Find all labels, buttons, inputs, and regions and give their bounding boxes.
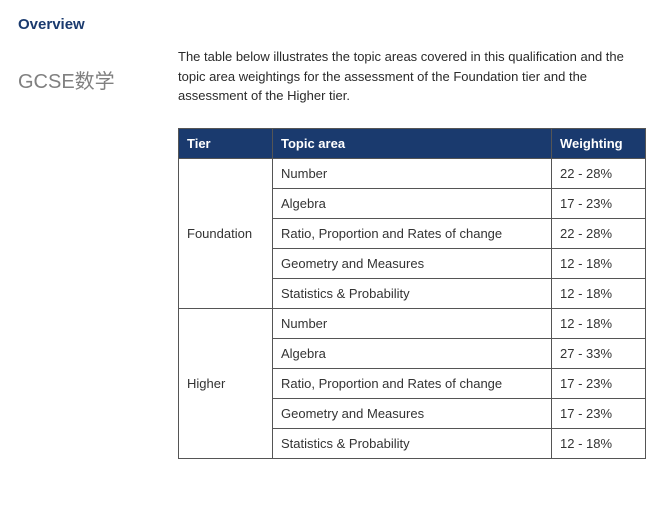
table-body: Foundation Number 22 - 28% Algebra 17 - … bbox=[179, 158, 646, 458]
tier-cell: Foundation bbox=[179, 158, 273, 308]
content-row: GCSE数学 The table below illustrates the t… bbox=[18, 47, 646, 459]
weight-cell: 22 - 28% bbox=[552, 158, 646, 188]
weight-cell: 17 - 23% bbox=[552, 398, 646, 428]
weight-cell: 12 - 18% bbox=[552, 428, 646, 458]
col-topic-header: Topic area bbox=[273, 128, 552, 158]
topic-cell: Ratio, Proportion and Rates of change bbox=[273, 218, 552, 248]
weight-cell: 27 - 33% bbox=[552, 338, 646, 368]
topic-cell: Algebra bbox=[273, 338, 552, 368]
col-tier-header: Tier bbox=[179, 128, 273, 158]
col-weight-header: Weighting bbox=[552, 128, 646, 158]
table-header-row: Tier Topic area Weighting bbox=[179, 128, 646, 158]
tier-cell: Higher bbox=[179, 308, 273, 458]
topic-cell: Statistics & Probability bbox=[273, 428, 552, 458]
weight-cell: 17 - 23% bbox=[552, 368, 646, 398]
weight-cell: 12 - 18% bbox=[552, 308, 646, 338]
topic-cell: Number bbox=[273, 308, 552, 338]
side-label: GCSE数学 bbox=[18, 47, 178, 94]
table-row: Foundation Number 22 - 28% bbox=[179, 158, 646, 188]
weighting-table: Tier Topic area Weighting Foundation Num… bbox=[178, 128, 646, 459]
topic-cell: Statistics & Probability bbox=[273, 278, 552, 308]
topic-cell: Number bbox=[273, 158, 552, 188]
topic-cell: Geometry and Measures bbox=[273, 398, 552, 428]
description-paragraph: The table below illustrates the topic ar… bbox=[178, 47, 646, 106]
weight-cell: 17 - 23% bbox=[552, 188, 646, 218]
weight-cell: 22 - 28% bbox=[552, 218, 646, 248]
topic-cell: Geometry and Measures bbox=[273, 248, 552, 278]
weight-cell: 12 - 18% bbox=[552, 248, 646, 278]
topic-cell: Algebra bbox=[273, 188, 552, 218]
weight-cell: 12 - 18% bbox=[552, 278, 646, 308]
topic-cell: Ratio, Proportion and Rates of change bbox=[273, 368, 552, 398]
page-title: Overview bbox=[18, 16, 646, 33]
table-row: Higher Number 12 - 18% bbox=[179, 308, 646, 338]
main-column: The table below illustrates the topic ar… bbox=[178, 47, 646, 459]
